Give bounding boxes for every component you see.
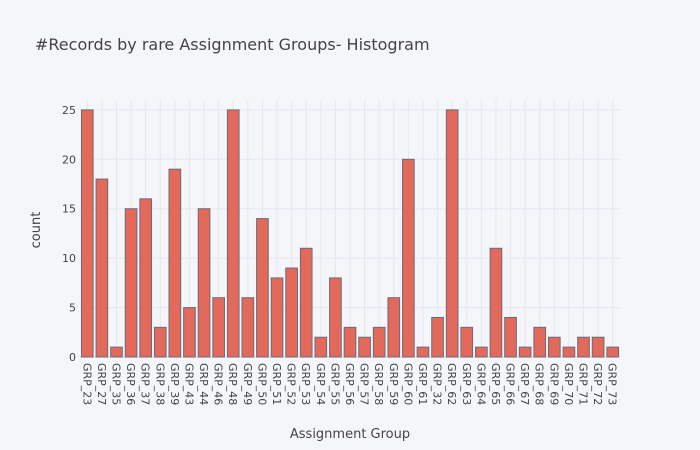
x-tick-label: GRP_35 <box>109 363 122 405</box>
x-tick-label: GRP_66 <box>504 363 517 405</box>
bar[interactable] <box>110 346 123 358</box>
bar[interactable] <box>518 346 532 358</box>
x-tick-label: GRP_50 <box>255 363 268 405</box>
x-tick-label: GRP_38 <box>153 363 166 405</box>
x-tick-label: GRP_65 <box>489 363 502 405</box>
bar[interactable] <box>431 316 444 358</box>
x-tick-label: GRP_37 <box>139 363 152 405</box>
x-tick-label: GRP_73 <box>606 363 619 405</box>
x-tick-label: GRP_53 <box>299 363 312 405</box>
bar[interactable] <box>547 336 561 358</box>
y-tick-label: 20 <box>62 153 76 166</box>
x-tick-label: GRP_39 <box>168 363 181 405</box>
x-tick-label: GRP_46 <box>212 363 225 405</box>
x-tick-label: GRP_64 <box>474 363 487 405</box>
x-tick-label: GRP_61 <box>416 363 429 405</box>
x-tick-label: GRP_23 <box>80 363 93 405</box>
x-axis-title: Assignment Group <box>290 427 410 442</box>
x-tick-label: GRP_54 <box>314 363 327 405</box>
y-tick-label: 10 <box>62 252 76 265</box>
bar[interactable] <box>212 297 225 358</box>
bar[interactable] <box>139 198 153 358</box>
x-tick-label: GRP_55 <box>328 363 341 405</box>
x-tick-label: GRP_57 <box>358 363 371 405</box>
y-tick-label: 15 <box>62 203 76 216</box>
bar[interactable] <box>183 307 196 358</box>
x-tick-label: GRP_69 <box>547 363 560 405</box>
x-tick-label: GRP_59 <box>387 363 400 405</box>
y-axis-ticks: 0 5 10 15 20 25 <box>62 104 76 364</box>
bar[interactable] <box>314 336 328 358</box>
x-tick-label: GRP_43 <box>182 363 195 405</box>
x-tick-label: GRP_67 <box>518 363 531 405</box>
bar[interactable] <box>533 326 547 358</box>
bar[interactable] <box>197 208 211 358</box>
x-tick-label: GRP_27 <box>95 363 108 405</box>
x-tick-label: GRP_44 <box>197 363 210 405</box>
bar[interactable] <box>299 247 313 358</box>
chart-title: #Records by rare Assignment Groups- Hist… <box>35 35 430 54</box>
bar[interactable] <box>591 336 605 358</box>
x-tick-label: GRP_60 <box>401 363 414 405</box>
x-tick-label: GRP_72 <box>591 363 604 405</box>
x-tick-label: GRP_68 <box>533 363 546 405</box>
bar[interactable] <box>226 109 240 358</box>
gridlines <box>80 100 620 358</box>
bar[interactable] <box>358 336 371 358</box>
x-tick-label: GRP_56 <box>343 363 356 405</box>
bar[interactable] <box>80 109 94 358</box>
bar[interactable] <box>285 267 298 358</box>
bar[interactable] <box>460 326 474 358</box>
bar[interactable] <box>329 277 342 358</box>
bar[interactable] <box>504 316 517 358</box>
y-tick-label: 5 <box>69 302 76 315</box>
x-tick-label: GRP_51 <box>270 363 283 405</box>
bar[interactable] <box>387 297 401 358</box>
x-tick-label: GRP_48 <box>226 363 239 405</box>
bar[interactable] <box>343 326 357 358</box>
x-tick-label: GRP_49 <box>241 363 254 405</box>
y-tick-label: 25 <box>62 104 76 117</box>
bar[interactable] <box>241 297 255 358</box>
bar[interactable] <box>95 178 109 358</box>
x-tick-label: GRP_32 <box>431 363 444 405</box>
bar[interactable] <box>270 277 284 358</box>
bar[interactable] <box>168 168 182 358</box>
bar[interactable] <box>606 346 620 358</box>
x-tick-label: GRP_70 <box>562 363 575 405</box>
bar[interactable] <box>124 208 138 358</box>
bar[interactable] <box>475 346 488 358</box>
bar[interactable] <box>402 158 415 358</box>
bar[interactable] <box>489 247 503 358</box>
bar[interactable] <box>445 109 459 358</box>
bar[interactable] <box>153 326 167 358</box>
y-axis-title: count <box>29 212 44 249</box>
x-tick-label: GRP_52 <box>285 363 298 405</box>
y-tick-label: 0 <box>69 351 76 364</box>
bar[interactable] <box>577 336 590 358</box>
x-tick-label: GRP_71 <box>577 363 590 405</box>
bar[interactable] <box>562 346 576 358</box>
x-tick-label: GRP_36 <box>124 363 137 405</box>
bars <box>80 109 620 358</box>
bar[interactable] <box>372 326 386 358</box>
x-tick-label: GRP_58 <box>372 363 385 405</box>
x-axis-ticks: GRP_23 GRP_27 GRP_35 GRP_36 GRP_37 GRP_38 GRP_… <box>80 363 618 405</box>
bar[interactable] <box>416 346 430 358</box>
bar[interactable] <box>256 218 269 358</box>
x-tick-label: GRP_63 <box>460 363 473 405</box>
x-tick-label: GRP_62 <box>445 363 458 405</box>
